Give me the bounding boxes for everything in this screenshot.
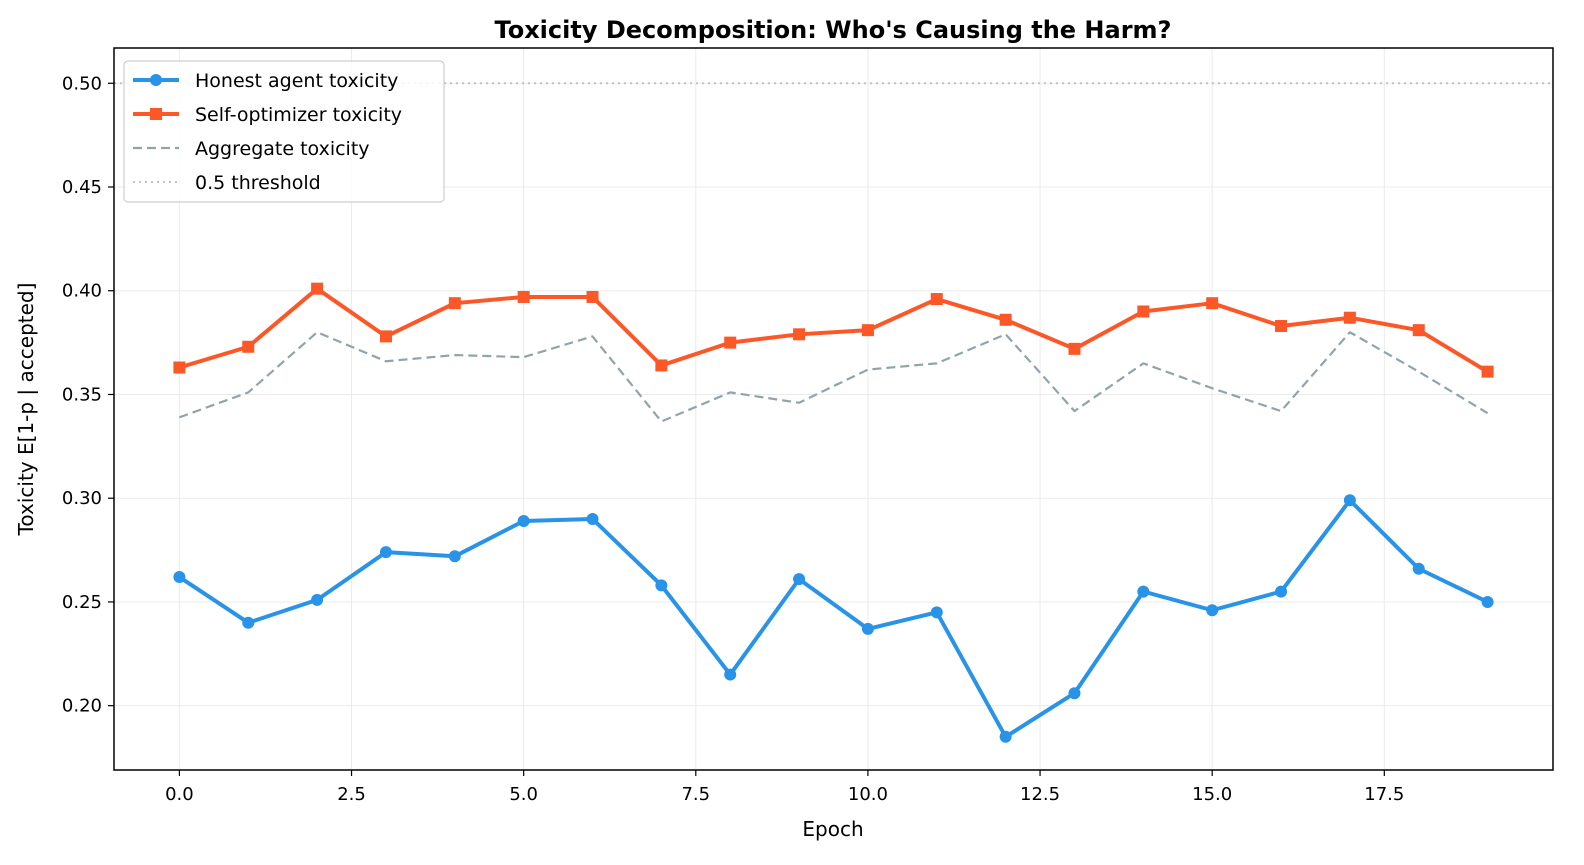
legend-items: Honest agent toxicity Self-optimizer toxi… bbox=[133, 70, 402, 194]
series-self-optimizer-toxicity bbox=[173, 282, 1494, 378]
data-point-marker bbox=[150, 74, 162, 86]
data-point-marker bbox=[1275, 320, 1288, 333]
data-point-marker bbox=[999, 313, 1012, 326]
data-point-marker bbox=[173, 571, 186, 584]
data-point-marker bbox=[379, 546, 392, 559]
data-point-marker bbox=[517, 515, 530, 528]
y-tick-label: 0.20 bbox=[62, 696, 102, 717]
data-point-marker bbox=[150, 108, 162, 120]
data-point-marker bbox=[586, 512, 599, 525]
legend-box bbox=[123, 60, 445, 203]
data-point-marker bbox=[1481, 595, 1494, 608]
data-point-marker bbox=[311, 593, 324, 606]
data-point-marker bbox=[655, 359, 668, 372]
data-point-marker bbox=[1068, 342, 1081, 355]
data-point-marker bbox=[1068, 687, 1081, 700]
legend: Honest agent toxicity Self-optimizer toxi… bbox=[123, 60, 445, 203]
data-point-marker bbox=[173, 361, 186, 374]
data-point-marker bbox=[448, 297, 461, 310]
data-point-marker bbox=[793, 328, 806, 341]
legend-label: Aggregate toxicity bbox=[195, 138, 370, 160]
legend-label: 0.5 threshold bbox=[195, 172, 321, 194]
data-point-marker bbox=[1137, 305, 1150, 318]
series-line bbox=[178, 286, 1489, 374]
y-tick-label: 0.40 bbox=[62, 281, 102, 302]
data-point-marker bbox=[1343, 311, 1356, 324]
y-tick-label: 0.50 bbox=[62, 73, 102, 94]
data-point-marker bbox=[1137, 585, 1150, 598]
chart-title: Toxicity Decomposition: Who's Causing th… bbox=[495, 16, 1172, 44]
data-point-marker bbox=[1412, 324, 1425, 337]
x-tick-label: 7.5 bbox=[681, 784, 710, 805]
data-point-marker bbox=[930, 293, 943, 306]
x-tick-label: 5.0 bbox=[509, 784, 538, 805]
y-tick-label: 0.25 bbox=[62, 592, 102, 613]
data-point-marker bbox=[586, 290, 599, 303]
y-tick-label: 0.35 bbox=[62, 384, 102, 405]
legend-label: Honest agent toxicity bbox=[195, 70, 398, 92]
data-point-marker bbox=[861, 324, 874, 337]
axis-ticks: 0.0 2.5 5.0 7.5 10.0 12.5 15.0 17.5 0.20 0.25 0.30… bbox=[62, 73, 1404, 805]
grid-lines bbox=[114, 48, 1553, 770]
data-point-marker bbox=[999, 730, 1012, 743]
data-point-marker bbox=[1481, 365, 1494, 378]
x-tick-label: 10.0 bbox=[848, 784, 888, 805]
data-point-marker bbox=[1412, 562, 1425, 575]
data-point-marker bbox=[793, 573, 806, 586]
legend-entry: 0.5 threshold bbox=[133, 172, 321, 194]
data-point-marker bbox=[448, 550, 461, 563]
series-layer bbox=[114, 82, 1553, 743]
data-point-marker bbox=[724, 668, 737, 681]
data-point-marker bbox=[724, 336, 737, 349]
data-point-marker bbox=[311, 282, 324, 295]
series-honest-agent-toxicity bbox=[173, 494, 1494, 743]
data-point-marker bbox=[517, 290, 530, 303]
data-point-marker bbox=[655, 579, 668, 592]
x-tick-label: 0.0 bbox=[165, 784, 194, 805]
y-tick-label: 0.30 bbox=[62, 488, 102, 509]
data-point-marker bbox=[861, 622, 874, 635]
data-point-marker bbox=[1343, 494, 1356, 507]
plot-frame bbox=[113, 47, 1554, 771]
x-axis-label: Epoch bbox=[802, 817, 863, 841]
data-point-marker bbox=[1206, 297, 1219, 310]
x-tick-label: 17.5 bbox=[1364, 784, 1404, 805]
legend-entry: Honest agent toxicity bbox=[133, 70, 398, 92]
data-point-marker bbox=[242, 616, 255, 629]
data-point-marker bbox=[1206, 604, 1219, 617]
legend-label: Self-optimizer toxicity bbox=[195, 104, 402, 126]
data-point-marker bbox=[930, 606, 943, 619]
series-line bbox=[178, 498, 1489, 739]
y-axis-label: Toxicity E[1-p | accepted] bbox=[14, 283, 38, 537]
series-aggregate-toxicity bbox=[179, 331, 1489, 423]
data-point-marker bbox=[1275, 585, 1288, 598]
data-point-marker bbox=[242, 340, 255, 353]
x-tick-label: 2.5 bbox=[337, 784, 366, 805]
data-point-marker bbox=[379, 330, 392, 343]
legend-entry: Aggregate toxicity bbox=[133, 138, 370, 160]
x-tick-label: 12.5 bbox=[1020, 784, 1060, 805]
series-line bbox=[179, 331, 1489, 423]
y-tick-label: 0.45 bbox=[62, 177, 102, 198]
legend-entry: Self-optimizer toxicity bbox=[133, 104, 402, 126]
x-tick-label: 15.0 bbox=[1192, 784, 1232, 805]
